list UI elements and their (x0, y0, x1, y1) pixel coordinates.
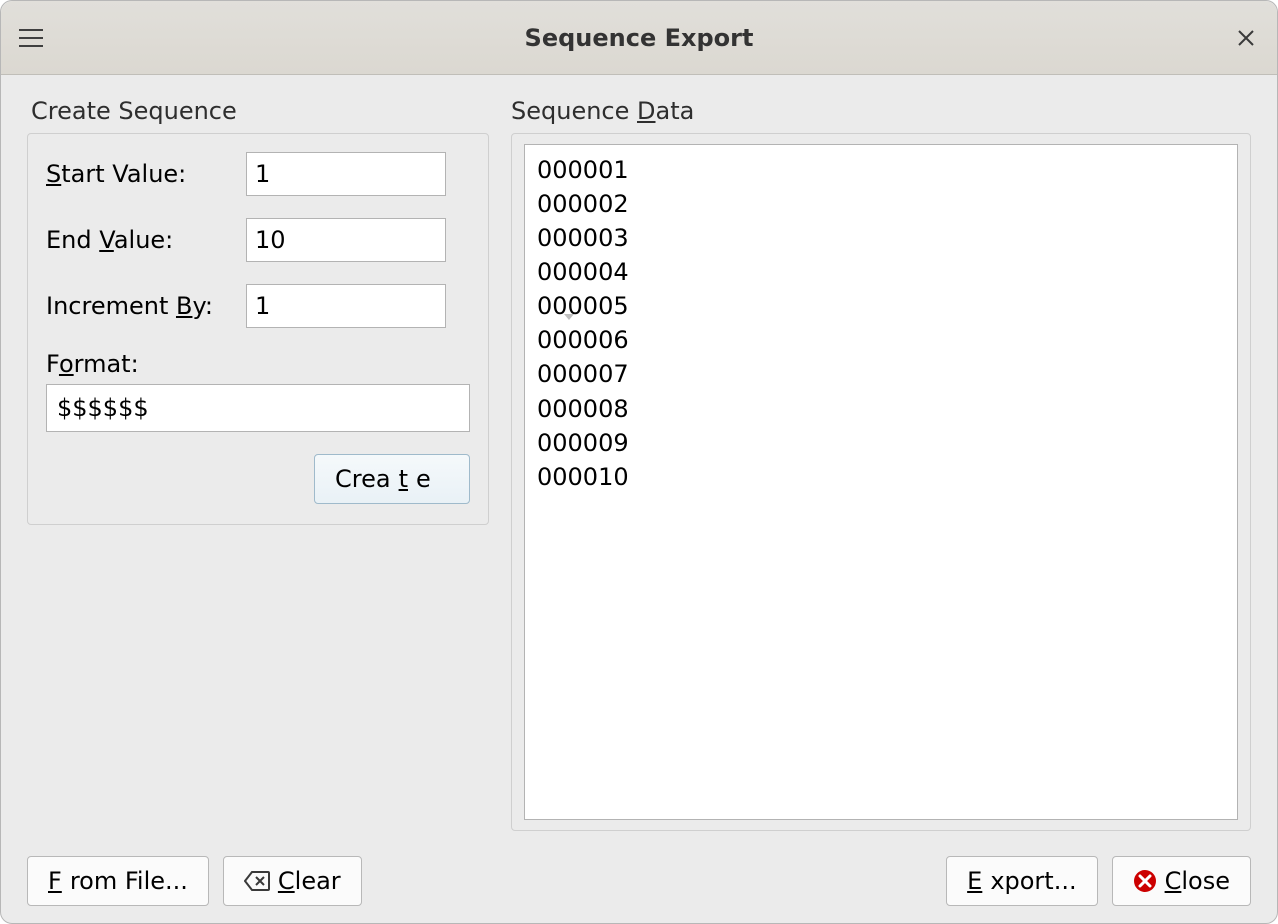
sequence-data-textarea[interactable] (524, 144, 1238, 820)
titlebar: Sequence Export (1, 1, 1277, 75)
create-sequence-label: Create Sequence (31, 97, 489, 125)
export-button[interactable]: Export... (946, 856, 1097, 906)
create-sequence-panel: Start Value: End Value: (27, 133, 489, 525)
close-button[interactable]: Close (1112, 856, 1251, 906)
close-icon (1237, 29, 1255, 47)
sequence-data-column: Sequence Data (507, 97, 1251, 831)
increment-by-row: Increment By: (46, 284, 470, 328)
end-value-label: End Value: (46, 226, 246, 254)
content-area: Create Sequence Start Value: End Value: (1, 75, 1277, 839)
create-button[interactable]: Create (314, 454, 470, 504)
increment-by-label: Increment By: (46, 292, 246, 320)
sequence-data-panel (511, 133, 1251, 831)
backspace-icon (244, 871, 270, 891)
cancel-icon (1133, 869, 1157, 893)
increment-by-down-button[interactable] (564, 306, 574, 327)
end-value-spinner (246, 218, 446, 262)
format-input[interactable] (46, 384, 470, 432)
end-value-row: End Value: (46, 218, 470, 262)
window-close-button[interactable] (1237, 1, 1255, 74)
format-row: Format: (46, 350, 470, 432)
from-file-button[interactable]: From File... (27, 856, 209, 906)
increment-by-spinner (246, 284, 446, 328)
dialog-window: Sequence Export Create Sequence Start Va… (0, 0, 1278, 924)
create-button-row: Create (46, 454, 470, 504)
window-title: Sequence Export (1, 1, 1277, 74)
create-sequence-column: Create Sequence Start Value: End Value: (27, 97, 489, 831)
start-value-spinner (246, 152, 446, 196)
sequence-data-label: Sequence Data (511, 97, 1251, 125)
start-value-label: Start Value: (46, 160, 246, 188)
menu-icon[interactable] (19, 29, 43, 47)
footer-bar: From File... Clear Export... Close (1, 839, 1277, 923)
start-value-row: Start Value: (46, 152, 470, 196)
format-label: Format: (46, 350, 470, 378)
clear-button[interactable]: Clear (223, 856, 362, 906)
